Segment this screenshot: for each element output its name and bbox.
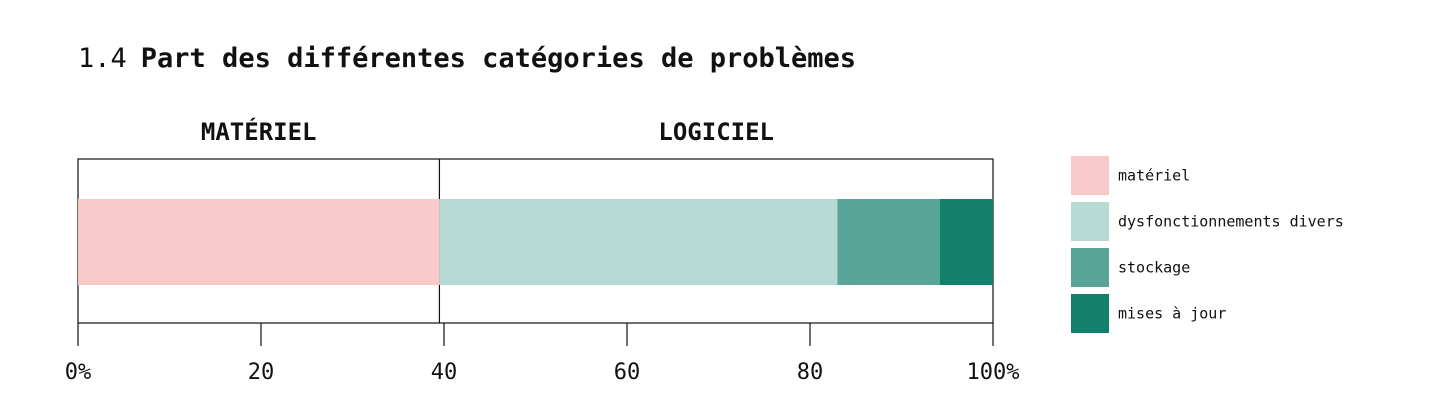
- bar-segment-3: [837, 199, 940, 285]
- x-tick-label-20: 20: [248, 360, 275, 385]
- stacked-bar: [78, 199, 993, 285]
- bar-segment-4: [939, 199, 993, 285]
- chart-title-text: Part des différentes catégories de probl…: [141, 43, 856, 74]
- legend-swatch-3: [1071, 248, 1109, 287]
- chart-title-number: 1.4: [78, 43, 127, 74]
- bar-segment-2: [439, 199, 838, 285]
- group-label-1: MATÉRIEL: [201, 117, 317, 146]
- x-tick-label-0: 0%: [65, 360, 92, 385]
- bar-segment-1: [78, 199, 440, 285]
- legend-label-4: mises à jour: [1118, 305, 1226, 323]
- legend-label-3: stockage: [1118, 259, 1190, 277]
- legend-swatch-1: [1071, 156, 1109, 195]
- x-axis: 0% 20 40 60 80 100%: [65, 323, 1020, 385]
- legend-label-2: dysfonctionnements divers: [1118, 213, 1344, 231]
- x-tick-label-100: 100%: [967, 360, 1020, 385]
- legend-label-1: matériel: [1118, 167, 1190, 185]
- group-labels: MATÉRIEL LOGICIEL: [201, 117, 774, 146]
- legend-swatch-2: [1071, 202, 1109, 241]
- x-tick-label-40: 40: [431, 360, 458, 385]
- group-label-2: LOGICIEL: [658, 118, 774, 146]
- chart-title: 1.4 Part des différentes catégories de pr…: [78, 43, 856, 74]
- legend-swatch-4: [1071, 294, 1109, 333]
- x-tick-label-60: 60: [614, 360, 641, 385]
- legend: matériel dysfonctionnements divers stockag…: [1071, 156, 1344, 333]
- x-tick-label-80: 80: [797, 360, 824, 385]
